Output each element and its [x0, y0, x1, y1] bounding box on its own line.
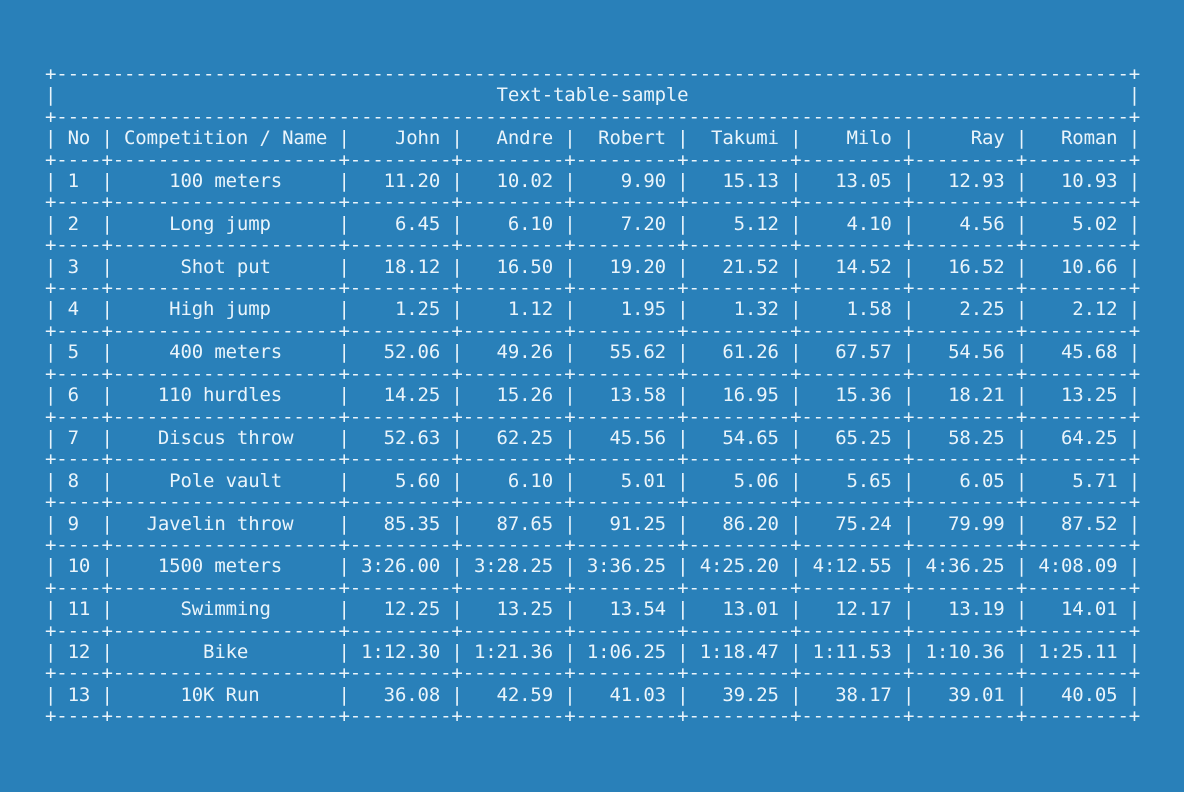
table-row-3: | 3 | Shot put | 18.12 | 16.50 | 19.20 |…	[45, 255, 1141, 278]
table-row-12: | 12 | Bike | 1:12.30 | 1:21.36 | 1:06.2…	[45, 640, 1141, 663]
table-row-11: | 11 | Swimming | 12.25 | 13.25 | 13.54 …	[45, 598, 1141, 621]
row-separator: +----+--------------------+---------+---…	[45, 662, 1141, 685]
table-row-4: | 4 | High jump | 1.25 | 1.12 | 1.95 | 1…	[45, 298, 1141, 321]
row-separator: +----+--------------------+---------+---…	[45, 234, 1141, 257]
row-separator: +----+--------------------+---------+---…	[45, 448, 1141, 471]
row-separator: +----+--------------------+---------+---…	[45, 277, 1141, 300]
row-separator: +----+--------------------+---------+---…	[45, 362, 1141, 385]
row-separator: +----+--------------------+---------+---…	[45, 576, 1141, 599]
table-header-row: | No | Competition / Name | John | Andre…	[45, 127, 1141, 150]
table-row-7: | 7 | Discus throw | 52.63 | 62.25 | 45.…	[45, 426, 1141, 449]
table-row-2: | 2 | Long jump | 6.45 | 6.10 | 7.20 | 5…	[45, 212, 1141, 235]
row-separator: +----+--------------------+---------+---…	[45, 619, 1141, 642]
table-title-row: | Text-table-sample |	[45, 84, 1141, 107]
table-row-9: | 9 | Javelin throw | 85.35 | 87.65 | 91…	[45, 512, 1141, 535]
table-row-10: | 10 | 1500 meters | 3:26.00 | 3:28.25 |…	[45, 555, 1141, 578]
row-separator: +----+--------------------+---------+---…	[45, 191, 1141, 214]
title-separator: +---------------------------------------…	[45, 105, 1141, 128]
table-row-6: | 6 | 110 hurdles | 14.25 | 15.26 | 13.5…	[45, 384, 1141, 407]
table-bottom-border: +----+--------------------+---------+---…	[45, 705, 1141, 728]
table-row-13: | 13 | 10K Run | 36.08 | 42.59 | 41.03 |…	[45, 683, 1141, 706]
table-row-1: | 1 | 100 meters | 11.20 | 10.02 | 9.90 …	[45, 170, 1141, 193]
row-separator: +----+--------------------+---------+---…	[45, 533, 1141, 556]
text-table: +---------------------------------------…	[45, 63, 1141, 728]
table-top-border: +---------------------------------------…	[45, 63, 1141, 85]
row-separator: +----+--------------------+---------+---…	[45, 319, 1141, 342]
header-separator: +----+--------------------+---------+---…	[45, 148, 1141, 171]
row-separator: +----+--------------------+---------+---…	[45, 405, 1141, 428]
row-separator: +----+--------------------+---------+---…	[45, 491, 1141, 514]
table-row-8: | 8 | Pole vault | 5.60 | 6.10 | 5.01 | …	[45, 469, 1141, 492]
table-row-5: | 5 | 400 meters | 52.06 | 49.26 | 55.62…	[45, 341, 1141, 364]
